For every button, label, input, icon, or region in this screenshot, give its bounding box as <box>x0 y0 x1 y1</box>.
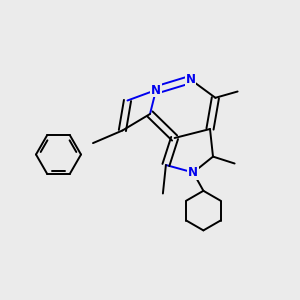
Text: N: N <box>188 166 198 179</box>
Text: N: N <box>185 73 196 86</box>
Text: N: N <box>151 83 161 97</box>
